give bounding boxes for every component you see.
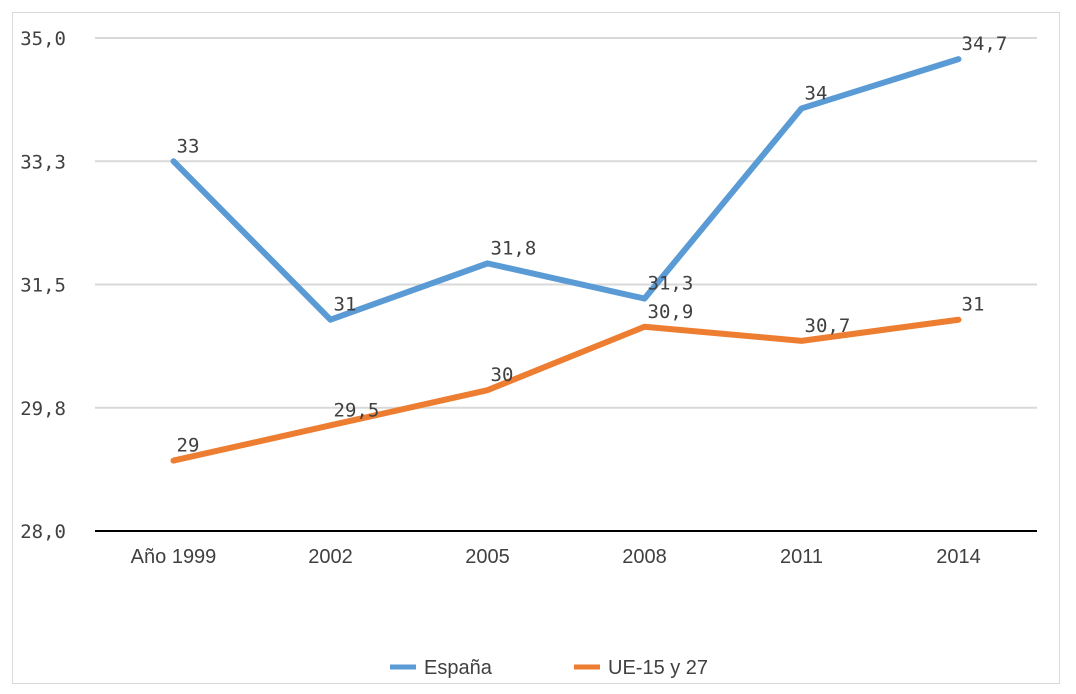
data-label: 29 <box>177 435 200 457</box>
x-tick-label: 2011 <box>780 546 823 568</box>
x-tick-label: 2005 <box>465 546 510 568</box>
data-point <box>801 107 802 109</box>
legend-label: España <box>424 657 493 679</box>
data-label: 30,7 <box>805 315 851 337</box>
data-label: 31,3 <box>648 273 694 295</box>
data-point <box>330 319 331 321</box>
legend: España UE-15 y 27 <box>390 657 708 679</box>
x-tick-label: 2002 <box>308 546 353 568</box>
y-tick-label: 29,8 <box>20 398 66 420</box>
data-point <box>644 298 645 300</box>
data-point <box>801 340 802 342</box>
gridlines <box>95 37 1037 409</box>
data-point <box>958 319 959 321</box>
data-point <box>958 58 959 60</box>
data-label: 31 <box>334 294 357 316</box>
data-point <box>487 389 488 391</box>
series-line-ue <box>170 316 962 464</box>
x-tick-label: Año 1999 <box>131 546 217 568</box>
x-tick-label: 2008 <box>622 546 667 568</box>
data-label: 34,7 <box>962 33 1008 55</box>
data-label: 29,5 <box>334 399 380 421</box>
x-tick-label: 2014 <box>936 546 981 568</box>
y-tick-label: 35,0 <box>20 28 66 50</box>
data-label: 30 <box>491 364 514 386</box>
data-label: 33 <box>177 135 200 157</box>
y-tick-label: 33,3 <box>20 151 66 173</box>
data-label: 31 <box>962 294 985 316</box>
legend-label: UE-15 y 27 <box>608 657 708 679</box>
data-label: 30,9 <box>648 301 694 323</box>
data-point <box>644 326 645 328</box>
data-point <box>173 460 174 462</box>
y-axis-ticks: 28,0 29,8 31,5 33,3 35,0 <box>20 28 66 543</box>
data-point <box>330 424 331 426</box>
series-lines <box>170 56 962 464</box>
chart-frame <box>12 12 1060 684</box>
data-label: 31,8 <box>491 237 537 259</box>
data-labels: 33 31 31,8 31,3 34 34,7 29 29,5 30 30,9 30,7 31 <box>177 33 1008 456</box>
y-tick-label: 28,0 <box>20 521 66 543</box>
data-point <box>173 160 174 162</box>
series-line-espana <box>170 56 962 323</box>
y-tick-label: 31,5 <box>20 275 66 297</box>
data-label: 34 <box>805 82 828 104</box>
x-axis-ticks: Año 1999 2002 2005 2008 2011 2014 <box>131 546 981 568</box>
data-point <box>487 262 488 264</box>
